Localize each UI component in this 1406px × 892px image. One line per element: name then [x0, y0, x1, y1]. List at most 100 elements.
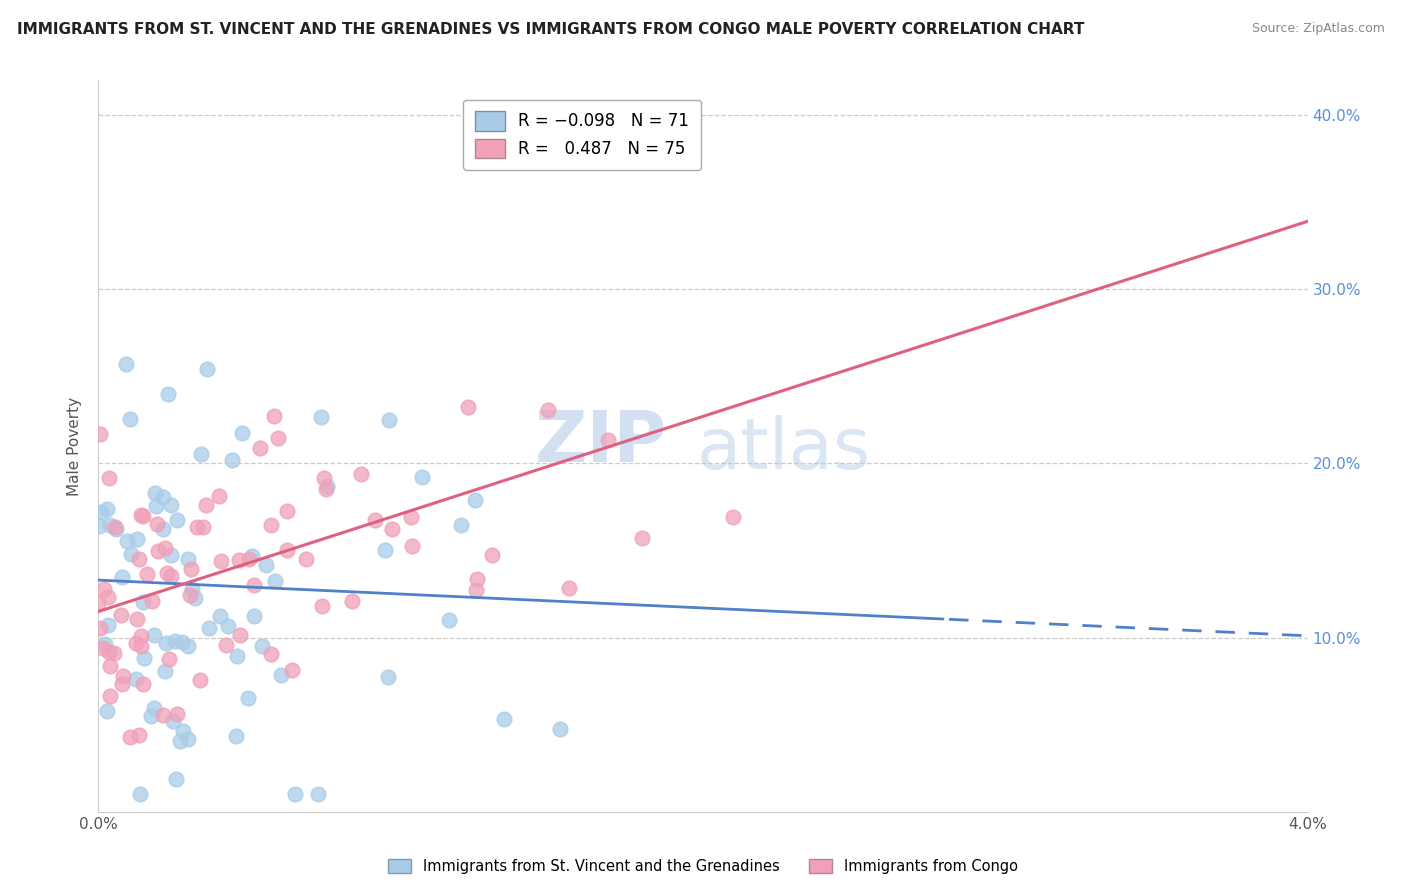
Point — [152, 522, 174, 536]
Point — [104, 523, 127, 537]
Point — [132, 509, 155, 524]
Point — [153, 664, 176, 678]
Point — [314, 471, 336, 485]
Point — [132, 651, 155, 665]
Point — [229, 628, 252, 642]
Point — [315, 479, 337, 493]
Point — [172, 723, 194, 738]
Point — [94, 638, 117, 652]
Point — [537, 403, 560, 417]
Point — [124, 635, 146, 649]
Point — [259, 518, 281, 533]
Point — [93, 582, 115, 597]
Point — [110, 607, 132, 622]
Point — [103, 646, 125, 660]
Point — [401, 510, 423, 524]
Point — [160, 498, 183, 512]
Point — [284, 787, 307, 801]
Point — [127, 612, 149, 626]
Point — [181, 582, 204, 597]
Point — [377, 670, 399, 684]
Point — [221, 453, 243, 467]
Point — [195, 362, 218, 376]
Point — [267, 432, 290, 446]
Point — [177, 731, 200, 746]
Point — [146, 543, 169, 558]
Point — [129, 629, 152, 643]
Point — [721, 509, 744, 524]
Point — [120, 730, 142, 744]
Point — [166, 513, 188, 527]
Point — [91, 640, 114, 655]
Point — [177, 552, 200, 566]
Point — [111, 570, 134, 584]
Point — [276, 504, 298, 518]
Point — [242, 578, 264, 592]
Point — [309, 410, 332, 425]
Point — [177, 640, 200, 654]
Point — [350, 467, 373, 482]
Point — [179, 588, 201, 602]
Point — [155, 541, 177, 555]
Point — [226, 648, 249, 663]
Point — [183, 591, 205, 605]
Point — [209, 608, 232, 623]
Point — [145, 516, 167, 531]
Point — [129, 639, 152, 653]
Point — [450, 518, 472, 533]
Point — [98, 659, 121, 673]
Point — [157, 387, 180, 401]
Point — [87, 596, 110, 610]
Point — [465, 582, 488, 597]
Point — [270, 668, 292, 682]
Point — [89, 621, 111, 635]
Point — [152, 707, 174, 722]
Point — [139, 709, 162, 723]
Point — [558, 581, 581, 595]
Point — [190, 447, 212, 461]
Point — [254, 558, 277, 572]
Point — [190, 673, 212, 687]
Point — [276, 542, 298, 557]
Point — [97, 618, 120, 632]
Point — [281, 663, 304, 677]
Point — [180, 561, 202, 575]
Point — [243, 609, 266, 624]
Point — [87, 518, 110, 533]
Legend: Immigrants from St. Vincent and the Grenadines, Immigrants from Congo: Immigrants from St. Vincent and the Gren… — [382, 854, 1024, 880]
Point — [141, 594, 163, 608]
Text: Source: ZipAtlas.com: Source: ZipAtlas.com — [1251, 22, 1385, 36]
Point — [115, 358, 138, 372]
Point — [191, 519, 214, 533]
Point — [209, 554, 232, 568]
Point — [225, 729, 247, 743]
Point — [311, 599, 333, 614]
Point — [231, 426, 253, 441]
Point — [128, 787, 150, 801]
Legend: R = −0.098   N = 71, R =   0.487   N = 75: R = −0.098 N = 71, R = 0.487 N = 75 — [464, 100, 700, 169]
Point — [439, 613, 461, 627]
Point — [127, 532, 149, 546]
Point — [104, 520, 127, 534]
Point — [128, 551, 150, 566]
Point — [198, 621, 221, 635]
Point — [467, 572, 489, 586]
Point — [98, 471, 121, 485]
Point — [128, 728, 150, 742]
Point — [464, 492, 486, 507]
Point — [374, 543, 396, 558]
Point — [249, 442, 271, 456]
Point — [152, 491, 174, 505]
Point — [250, 639, 273, 653]
Point — [129, 508, 152, 522]
Point — [401, 539, 423, 553]
Point — [163, 634, 186, 648]
Text: atlas: atlas — [697, 415, 872, 484]
Point — [364, 512, 387, 526]
Point — [98, 689, 121, 703]
Point — [90, 505, 112, 519]
Point — [238, 552, 260, 566]
Point — [236, 690, 259, 705]
Point — [411, 470, 433, 484]
Point — [260, 647, 283, 661]
